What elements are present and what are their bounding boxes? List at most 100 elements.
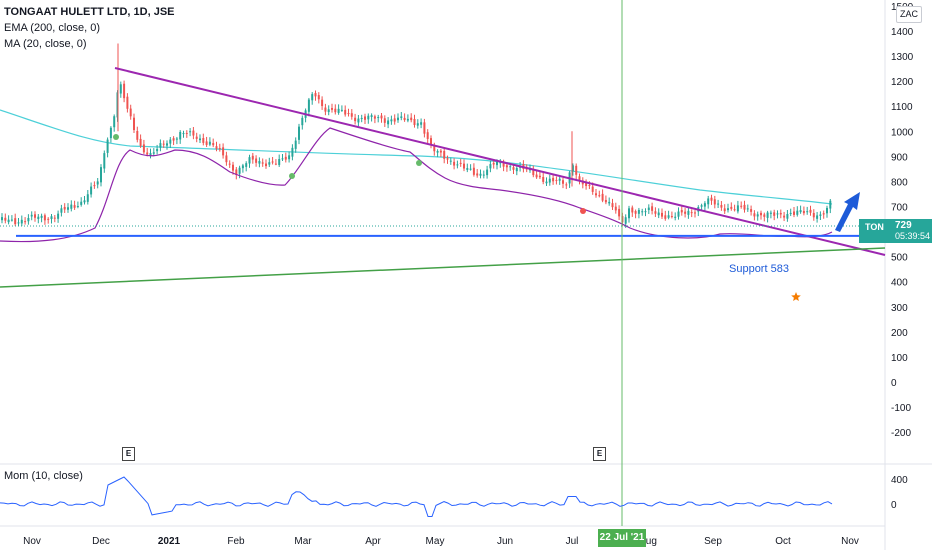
price-label-symbol: TON [865, 222, 884, 232]
candle-body [202, 138, 205, 143]
candle-body [284, 156, 287, 160]
candle [806, 206, 809, 215]
symbol-title: TONGAAT HULETT LTD, 1D, JSE [4, 6, 175, 18]
candle [766, 210, 769, 223]
candle [637, 207, 640, 219]
candle-body [588, 185, 591, 187]
candle [268, 157, 271, 168]
candle [614, 202, 617, 214]
currency-badge[interactable]: ZAC [896, 6, 922, 23]
candle-body [251, 155, 254, 160]
candle [449, 157, 452, 165]
candle [819, 211, 822, 220]
support-label[interactable]: Support 583 [729, 263, 789, 275]
candle-body [472, 167, 475, 175]
candle [53, 215, 56, 223]
candle-body [476, 173, 479, 176]
price-axis-tick: 1200 [891, 77, 914, 88]
candle [354, 113, 357, 125]
candle [410, 113, 413, 123]
ma-legend[interactable]: MA (20, close, 0) [4, 38, 87, 50]
candle-body [189, 131, 192, 133]
candle-body [783, 215, 786, 218]
candle [7, 215, 10, 225]
candle-body [687, 210, 690, 215]
candle [746, 204, 749, 212]
candle [265, 159, 267, 169]
price-axis-tick: 0 [891, 378, 897, 389]
candle [545, 177, 548, 187]
candle-body [449, 160, 452, 162]
candle [106, 137, 109, 158]
candle [727, 203, 729, 213]
candle-body [482, 174, 485, 176]
ema-legend[interactable]: EMA (200, close, 0) [4, 22, 100, 34]
earnings-marker-dec[interactable]: E [122, 447, 135, 461]
candle [281, 154, 284, 162]
candle-body [733, 209, 736, 211]
candle-body [829, 200, 832, 209]
candle-body [268, 162, 271, 165]
candle [93, 181, 96, 189]
candle [479, 169, 482, 179]
candle-body [245, 163, 248, 167]
candle-body [430, 138, 432, 144]
candle-body [307, 99, 310, 112]
candle-body [185, 132, 188, 134]
candle-body [608, 201, 611, 204]
candle-body [387, 120, 390, 125]
candle [225, 151, 228, 166]
candle [618, 205, 621, 220]
candle [222, 143, 225, 159]
candle-body [413, 118, 416, 125]
candle [436, 149, 439, 158]
candle-body [776, 213, 779, 215]
candle [159, 139, 162, 152]
candle [809, 205, 812, 216]
candle-body [703, 203, 706, 207]
candle-body [677, 211, 680, 217]
candle-body [109, 127, 112, 139]
candle [416, 119, 419, 129]
candle-body [614, 206, 617, 211]
candle [301, 115, 304, 130]
candle-body [545, 181, 548, 184]
candle-body [657, 212, 660, 216]
candle-body [298, 126, 300, 140]
candle [255, 155, 258, 167]
candle-body [324, 107, 327, 112]
candle [393, 114, 396, 125]
candle-body [456, 164, 459, 166]
candle-body [334, 108, 337, 113]
candle [182, 130, 185, 138]
candle-body [565, 184, 568, 186]
candle [40, 213, 43, 223]
candle-body [760, 212, 762, 216]
candle-body [360, 117, 363, 119]
candle [284, 152, 287, 163]
candle-body [274, 163, 277, 165]
candle [684, 208, 687, 218]
earnings-marker-jul[interactable]: E [593, 447, 606, 461]
candle-body [562, 180, 564, 184]
candle [20, 215, 23, 227]
candle [710, 194, 713, 205]
candle [364, 113, 366, 125]
momentum-legend[interactable]: Mom (10, close) [4, 470, 83, 482]
candle [604, 195, 607, 205]
candle-body [17, 222, 20, 224]
candle [601, 189, 604, 203]
candle-body [604, 199, 607, 203]
candle [212, 138, 215, 148]
candle [337, 104, 340, 115]
candle-body [169, 139, 172, 144]
candle [443, 148, 446, 164]
candle-body [591, 186, 594, 192]
price-axis-tick: 1400 [891, 27, 914, 38]
candle-body [571, 165, 574, 172]
candle-body [271, 161, 274, 163]
candle-body [377, 117, 380, 119]
candle-body [86, 194, 89, 202]
